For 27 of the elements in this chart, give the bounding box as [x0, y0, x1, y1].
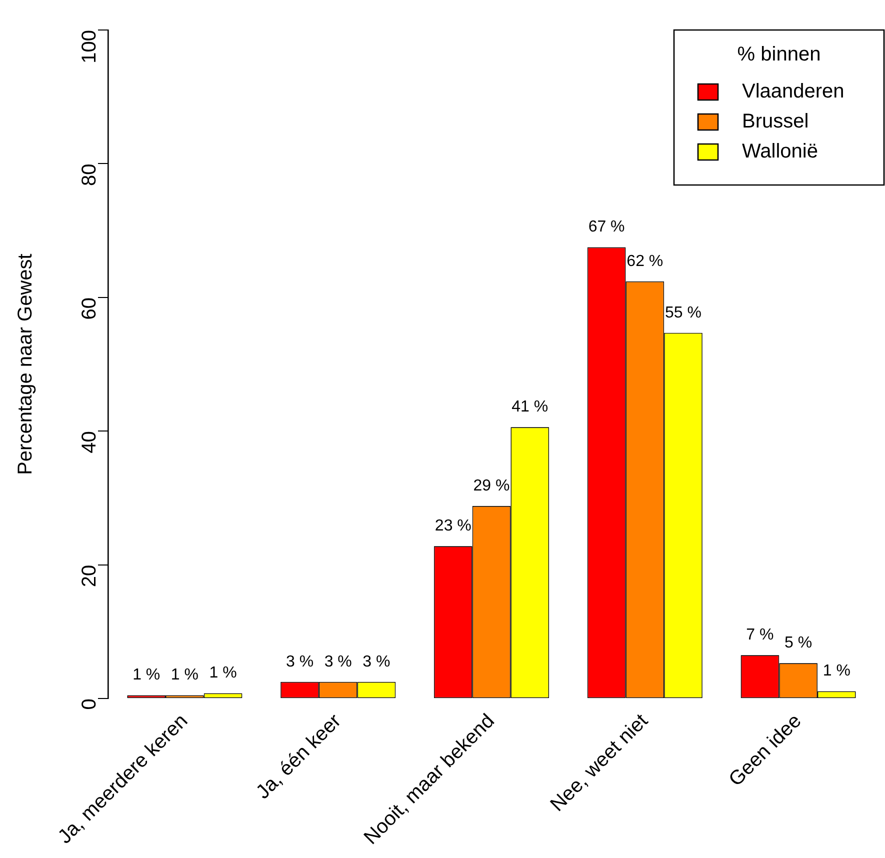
data-label: 1 %	[170, 666, 198, 684]
legend-title: % binnen	[737, 44, 821, 66]
y-tick-label: 40	[78, 431, 101, 454]
y-axis-title: Percentage naar Gewest	[14, 253, 37, 475]
data-label: 23 %	[434, 518, 472, 535]
data-label: 29 %	[473, 477, 510, 494]
data-label: 3 %	[362, 653, 390, 670]
data-label: 5 %	[784, 634, 812, 652]
data-label: 41 %	[512, 398, 548, 416]
legend-label: Vlaanderen	[742, 80, 844, 103]
y-tick-label: 60	[78, 297, 101, 320]
legend-label: Wallonië	[742, 140, 818, 163]
data-label: 1 %	[209, 664, 237, 682]
data-label: 55 %	[665, 304, 702, 322]
y-tick-label: 100	[78, 30, 101, 64]
data-label: 62 %	[626, 252, 664, 270]
data-label: 67 %	[588, 218, 625, 236]
x-tick-label: Ja, één keer	[252, 710, 346, 804]
data-label: 3 %	[286, 653, 314, 670]
y-tick-label: 0	[78, 698, 101, 710]
data-label: 3 %	[324, 653, 352, 670]
legend-label: Brussel	[742, 110, 809, 133]
y-tick-label: 80	[78, 164, 101, 186]
data-label: 7 %	[746, 626, 774, 644]
data-label: 1 %	[132, 666, 160, 684]
data-label: 1 %	[822, 662, 850, 680]
y-tick-label: 20	[78, 564, 101, 588]
